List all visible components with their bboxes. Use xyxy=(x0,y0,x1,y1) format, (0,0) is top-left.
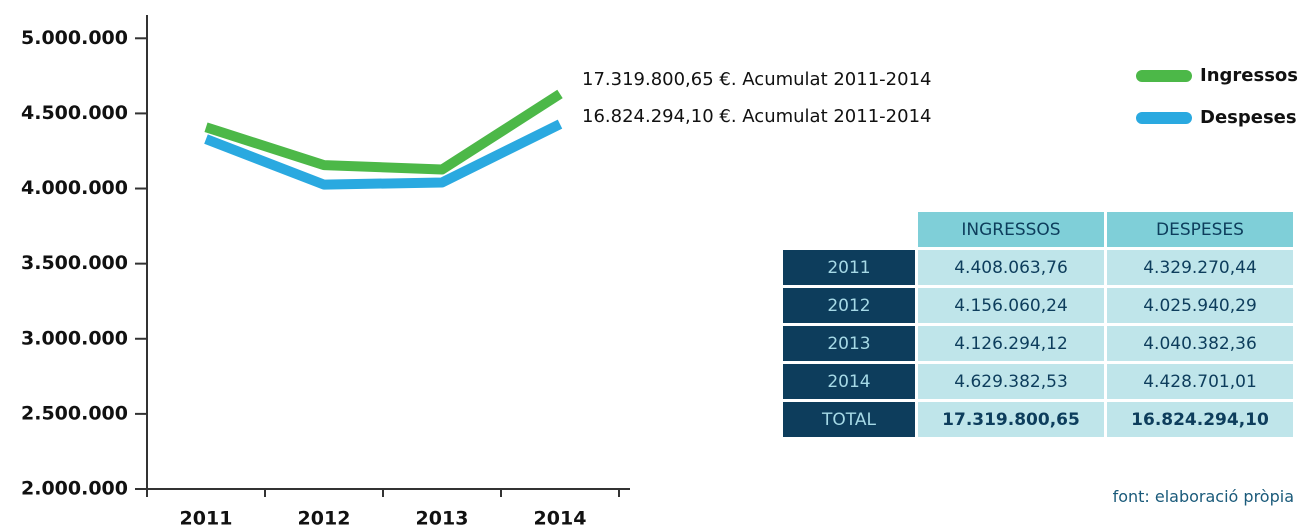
annotation: 16.824.294,10 €. Acumulat 2011-2014 xyxy=(582,106,931,127)
x-tick-label: 2012 xyxy=(298,508,351,530)
table-row: 2013 4.126.294,12 4.040.382,36 xyxy=(783,326,1293,361)
row-label: 2012 xyxy=(783,288,915,323)
value-cell: 4.126.294,12 xyxy=(918,326,1104,361)
table-row: TOTAL 17.319.800,65 16.824.294,10 xyxy=(783,402,1293,437)
data-line xyxy=(204,119,563,190)
y-tick-label: 3.500.000 xyxy=(21,252,128,274)
value-cell: 4.408.063,76 xyxy=(918,250,1104,285)
value-cell: 4.040.382,36 xyxy=(1107,326,1293,361)
row-label: 2013 xyxy=(783,326,915,361)
table-row: 2011 4.408.063,76 4.329.270,44 xyxy=(783,250,1293,285)
value-cell: 16.824.294,10 xyxy=(1107,402,1293,437)
x-tick-label: 2011 xyxy=(180,508,233,530)
annotation: 17.319.800,65 €. Acumulat 2011-2014 xyxy=(582,69,931,90)
row-label: TOTAL xyxy=(783,402,915,437)
row-label: 2011 xyxy=(783,250,915,285)
value-cell: 4.629.382,53 xyxy=(918,364,1104,399)
data-table: INGRESSOS DESPESES 2011 4.408.063,76 4.329.2… xyxy=(780,209,1296,440)
empty-cell xyxy=(783,212,915,247)
table-row: 2014 4.629.382,53 4.428.701,01 xyxy=(783,364,1293,399)
y-tick-label: 5.000.000 xyxy=(21,27,128,49)
data-line xyxy=(204,89,563,175)
legend-label: Despeses xyxy=(1200,107,1297,128)
table-header: INGRESSOS DESPESES xyxy=(783,212,1293,247)
column-header: INGRESSOS xyxy=(918,212,1104,247)
y-tick-label: 2.500.000 xyxy=(21,402,128,424)
row-label: 2014 xyxy=(783,364,915,399)
x-tick-label: 2014 xyxy=(534,508,587,530)
value-cell: 4.329.270,44 xyxy=(1107,250,1293,285)
source-note: font: elaboració pròpia xyxy=(1112,487,1294,506)
y-tick-label: 4.500.000 xyxy=(21,102,128,124)
legend-label: Ingressos xyxy=(1200,65,1298,86)
y-tick-label: 4.000.000 xyxy=(21,177,128,199)
value-cell: 17.319.800,65 xyxy=(918,402,1104,437)
y-tick-label: 2.000.000 xyxy=(21,478,128,500)
y-tick-label: 3.000.000 xyxy=(21,327,128,349)
x-tick-label: 2013 xyxy=(416,508,469,530)
value-cell: 4.025.940,29 xyxy=(1107,288,1293,323)
value-cell: 4.428.701,01 xyxy=(1107,364,1293,399)
value-cell: 4.156.060,24 xyxy=(918,288,1104,323)
column-header: DESPESES xyxy=(1107,212,1293,247)
table-row: 2012 4.156.060,24 4.025.940,29 xyxy=(783,288,1293,323)
